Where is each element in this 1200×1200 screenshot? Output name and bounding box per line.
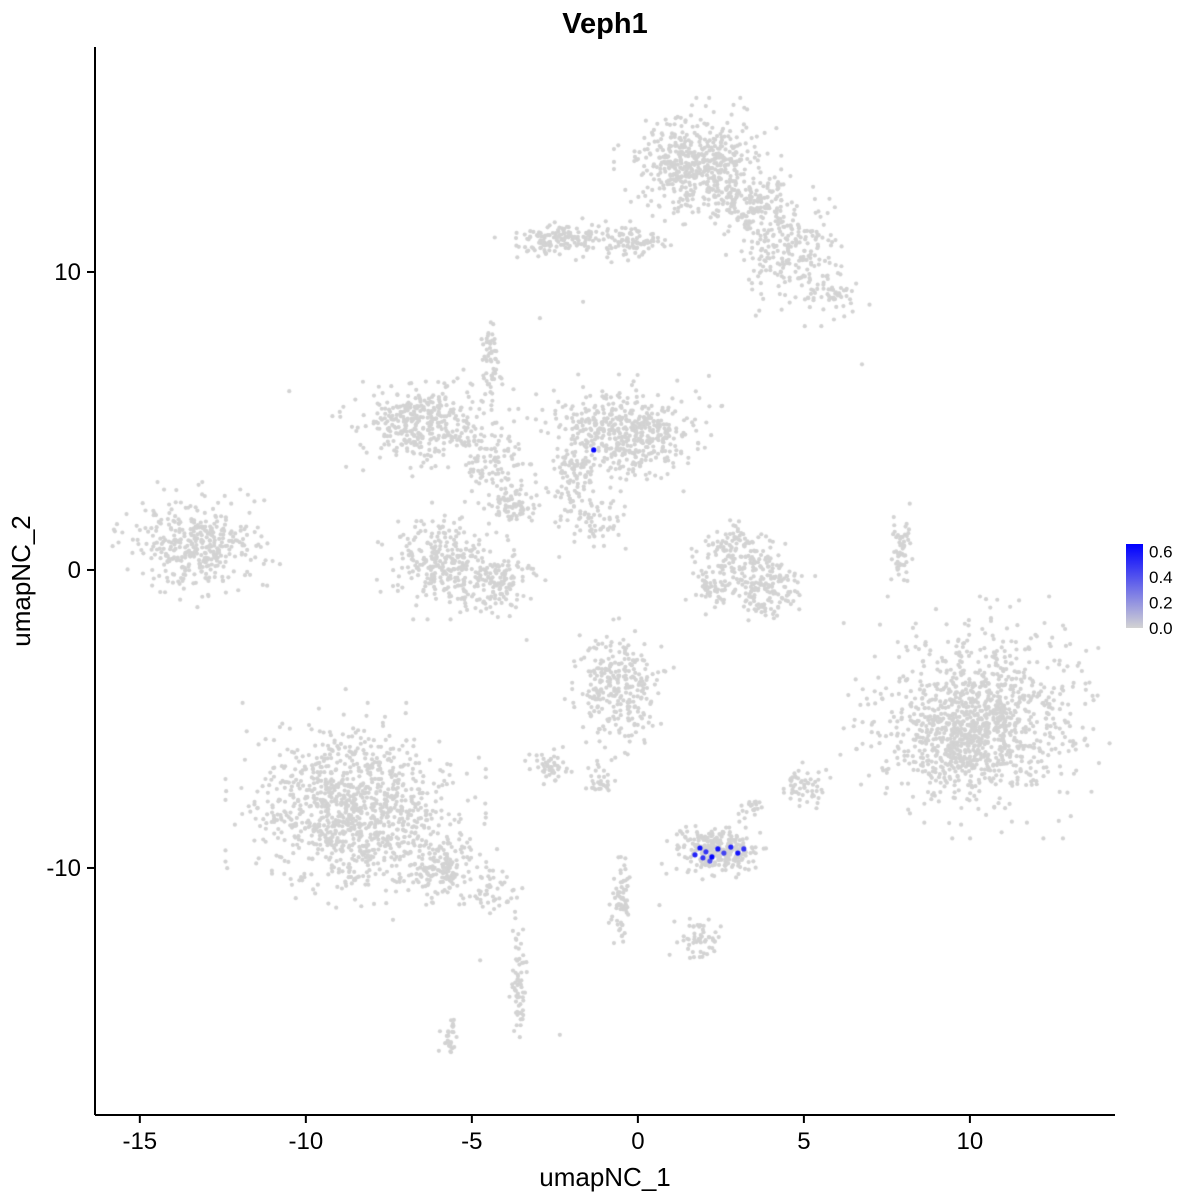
legend-gradient-bar — [1126, 544, 1143, 628]
y-axis-title: umapNC_2 — [6, 515, 36, 647]
y-tick-label: 0 — [68, 557, 81, 584]
legend-tick-label: 0.4 — [1149, 568, 1173, 587]
legend-labels: 0.6 0.4 0.2 0.0 — [1149, 543, 1173, 638]
y-tick-label: 10 — [54, 259, 81, 286]
x-axis-ticks: -15 -10 -5 0 5 10 — [122, 1115, 983, 1155]
x-tick-label: 10 — [957, 1128, 984, 1155]
legend-tick-label: 0.0 — [1149, 619, 1173, 638]
legend-tick-label: 0.2 — [1149, 594, 1173, 613]
x-tick-label: 0 — [631, 1128, 644, 1155]
x-tick-label: 5 — [797, 1128, 810, 1155]
x-axis-title: umapNC_1 — [539, 1162, 671, 1192]
y-tick-label: -10 — [46, 855, 81, 882]
legend-tick-label: 0.6 — [1149, 543, 1173, 562]
x-tick-label: -10 — [288, 1128, 323, 1155]
x-tick-label: -5 — [461, 1128, 482, 1155]
y-axis-ticks: -10 0 10 — [46, 259, 95, 882]
color-legend: 0.6 0.4 0.2 0.0 — [1126, 543, 1173, 638]
x-tick-label: -15 — [122, 1128, 157, 1155]
plot-title: Veph1 — [562, 8, 647, 40]
